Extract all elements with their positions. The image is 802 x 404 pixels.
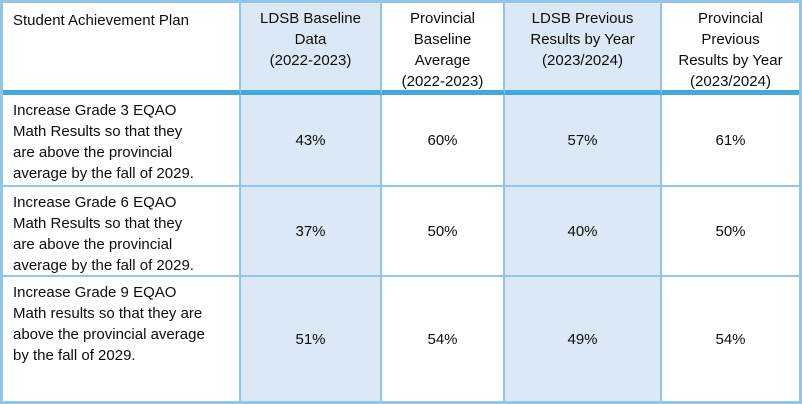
header-student-achievement-plan: Student Achievement Plan — [3, 3, 241, 95]
value-grade9-provincial-previous: 54% — [715, 330, 746, 348]
header-provincial-previous-results: Provincial Previous Results by Year (202… — [662, 3, 799, 95]
value-grade6-ldsb-previous: 40% — [505, 187, 662, 277]
value-grade3-ldsb-previous: 57% — [505, 95, 662, 187]
value-grade3-provincial-baseline: 60% — [382, 95, 505, 187]
goal-grade-6: Increase Grade 6 EQAO Math Results so th… — [3, 187, 241, 277]
header-ldsb-previous-results: LDSB Previous Results by Year (2023/2024… — [505, 3, 662, 95]
goal-grade-3: Increase Grade 3 EQAO Math Results so th… — [3, 95, 241, 187]
header-provincial-baseline-average: Provincial Baseline Average (2022-2023) — [382, 3, 505, 95]
value-grade3-ldsb-baseline: 43% — [241, 95, 382, 187]
value-grade6-ldsb-baseline: 37% — [241, 187, 382, 277]
value-grade6-provincial-baseline: 50% — [382, 187, 505, 277]
goal-grade-9: Increase Grade 9 EQAO Math results so th… — [3, 277, 241, 401]
value-grade9-ldsb-previous: 49% — [505, 277, 662, 401]
value-grade9-ldsb-baseline: 51% — [241, 277, 382, 401]
header-ldsb-baseline-data: LDSB Baseline Data (2022-2023) — [241, 3, 382, 95]
value-grade6-provincial-previous: 50% — [662, 187, 799, 277]
value-grade3-provincial-previous: 61% — [662, 95, 799, 187]
value-grade9-provincial-baseline: 54% — [382, 277, 505, 401]
